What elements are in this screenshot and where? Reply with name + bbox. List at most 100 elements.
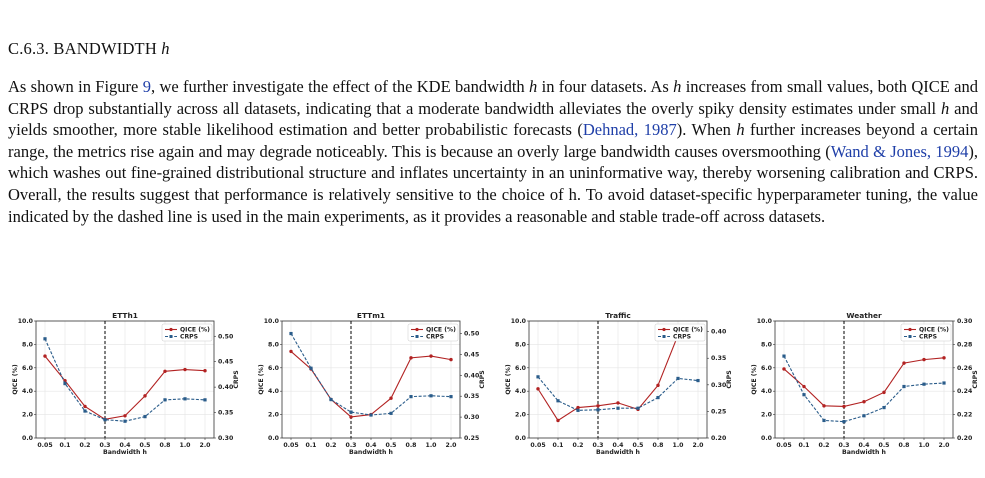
data-point <box>43 337 47 341</box>
y2-axis-label: CRPS <box>233 370 240 388</box>
data-point <box>596 404 600 408</box>
y-tick-label: 6.0 <box>515 365 527 372</box>
data-point <box>842 420 846 424</box>
data-point <box>802 384 806 389</box>
x-tick-label: 0.3 <box>100 442 111 449</box>
legend-label: QICE (%) <box>180 327 210 334</box>
data-point <box>123 419 127 423</box>
y2-tick-label: 0.50 <box>464 331 480 338</box>
x-tick-label: 2.0 <box>693 442 705 449</box>
x-tick-label: 0.5 <box>633 442 644 449</box>
y-tick-label: 10.0 <box>18 318 34 325</box>
data-point <box>123 414 127 418</box>
data-point <box>429 394 433 398</box>
y-tick-label: 2.0 <box>268 412 280 419</box>
figure-ref-link[interactable]: 9 <box>142 77 151 96</box>
legend: QICE (%)CRPS <box>161 323 213 342</box>
math-h: h <box>673 77 682 96</box>
legend-marker <box>415 327 419 332</box>
section-number: C.6.3. <box>8 39 50 58</box>
data-point <box>289 349 293 354</box>
y2-tick-label: 0.25 <box>464 435 479 442</box>
legend: QICE (%)CRPS <box>900 323 952 342</box>
y2-tick-label: 0.22 <box>957 412 972 419</box>
y-tick-label: 0.0 <box>515 435 527 442</box>
y2-axis-label: CRPS <box>726 370 733 388</box>
x-tick-label: 0.8 <box>160 442 171 449</box>
data-point <box>862 414 866 418</box>
data-point <box>576 405 580 410</box>
data-point <box>902 361 906 365</box>
citation-link-dehnad[interactable]: Dehnad, 1987 <box>582 120 677 140</box>
text-run: As shown in Figure <box>8 77 143 96</box>
data-point <box>203 398 207 402</box>
legend-label: CRPS <box>180 334 198 341</box>
data-point <box>782 367 786 371</box>
y2-tick-label: 0.35 <box>218 410 233 417</box>
x-tick-label: 0.2 <box>819 442 830 449</box>
data-point <box>449 395 453 399</box>
legend: QICE (%)CRPS <box>407 323 459 342</box>
data-point <box>862 400 866 404</box>
x-tick-label: 0.4 <box>366 442 378 449</box>
chart-title: ETTh1 <box>112 311 138 320</box>
citation-link-wand-jones[interactable]: Wand & Jones, 1994 <box>830 141 969 161</box>
x-tick-label: 0.8 <box>406 442 417 449</box>
y-tick-label: 4.0 <box>515 388 527 395</box>
y2-tick-label: 0.24 <box>957 388 973 395</box>
x-tick-label: 0.1 <box>553 442 564 449</box>
x-tick-label: 0.1 <box>60 442 71 449</box>
chart-weather: 0.0 2.0 4.0 6.0 8.0 10.0 0.20 0.22 0.24 0.26 0.28 0… <box>745 308 985 456</box>
figure-bandwidth-sweep: 0.0 2.0 4.0 6.0 8.0 10.0 0.30 0.35 0.40 0.45 0.50 0… <box>0 308 985 458</box>
y-tick-label: 10.0 <box>511 318 527 325</box>
y-tick-label: 6.0 <box>22 365 34 372</box>
y-axis-label: QICE (%) <box>505 364 512 395</box>
chart-svg: 0.0 2.0 4.0 6.0 8.0 10.0 0.25 0.30 0.35 0.40 0.45 0… <box>258 311 486 456</box>
math-h: h <box>529 77 538 96</box>
y-tick-label: 4.0 <box>22 388 34 395</box>
x-tick-label: 1.0 <box>180 442 192 449</box>
data-point <box>289 331 293 336</box>
data-point <box>143 394 147 398</box>
y-tick-label: 8.0 <box>761 341 773 348</box>
x-tick-label: 0.4 <box>859 442 871 449</box>
data-point <box>676 376 680 381</box>
x-tick-label: 0.1 <box>306 442 317 449</box>
y-axis-label: QICE (%) <box>12 364 19 395</box>
chart-svg: 0.0 2.0 4.0 6.0 8.0 10.0 0.30 0.35 0.40 0.45 0.50 0… <box>12 311 240 456</box>
y-tick-label: 2.0 <box>761 412 773 419</box>
text-run: increases from small values, both QICE a… <box>8 77 979 118</box>
data-point <box>409 395 413 399</box>
legend-label: CRPS <box>919 334 937 341</box>
y2-tick-label: 0.45 <box>464 351 479 358</box>
data-point <box>822 404 826 408</box>
legend-label: QICE (%) <box>919 327 949 334</box>
legend-marker <box>662 327 666 332</box>
y-tick-label: 8.0 <box>515 341 527 348</box>
data-point <box>942 356 946 360</box>
y-tick-label: 4.0 <box>761 388 773 395</box>
legend-marker <box>169 335 173 338</box>
y-tick-label: 0.0 <box>22 435 34 442</box>
math-h: h <box>736 120 745 140</box>
chart-title: Weather <box>846 311 882 320</box>
x-tick-label: 0.05 <box>283 442 298 449</box>
series-crps <box>782 354 946 424</box>
data-point <box>922 357 926 362</box>
data-point <box>656 395 660 400</box>
text-run: ). When <box>676 120 737 140</box>
data-point <box>616 401 620 405</box>
data-point <box>822 418 826 423</box>
y2-tick-label: 0.40 <box>218 384 234 391</box>
data-point <box>63 381 67 386</box>
data-point <box>183 367 187 372</box>
chart-title: Traffic <box>605 311 630 320</box>
legend-marker <box>908 327 912 332</box>
data-point <box>389 411 393 415</box>
x-tick-label: 1.0 <box>426 442 438 449</box>
x-tick-label: 0.5 <box>879 442 890 449</box>
y2-tick-label: 0.40 <box>711 329 727 336</box>
x-axis-label: Bandwidth h <box>103 449 147 456</box>
data-point <box>576 408 580 412</box>
legend-marker <box>169 327 173 332</box>
